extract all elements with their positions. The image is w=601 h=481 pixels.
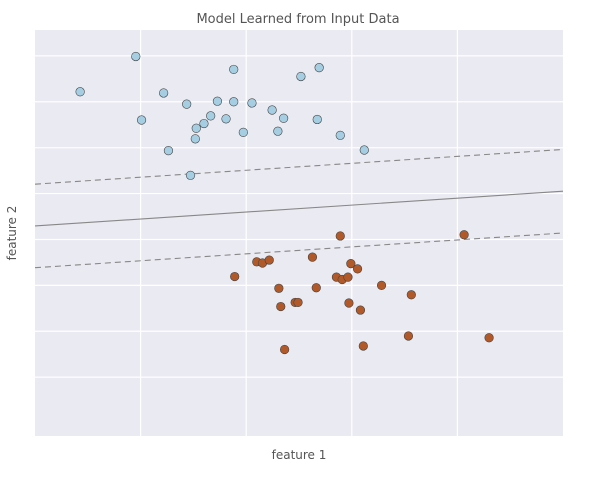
data-point — [307, 252, 318, 262]
data-point — [206, 111, 216, 121]
gridlines — [35, 30, 563, 436]
data-point — [343, 272, 353, 282]
data-point — [182, 99, 192, 109]
decision-lines — [34, 148, 564, 269]
data-point — [199, 118, 209, 129]
data-point — [136, 115, 147, 125]
data-point — [221, 114, 231, 124]
plot-area — [35, 30, 563, 436]
data-point — [279, 113, 289, 123]
data-point — [280, 344, 290, 355]
data-point — [190, 134, 200, 144]
data-point — [229, 97, 239, 107]
data-point — [355, 305, 366, 315]
data-point — [359, 145, 369, 155]
data-point — [185, 170, 196, 180]
data-point — [312, 114, 322, 125]
data-point — [238, 127, 248, 137]
data-point — [403, 331, 414, 341]
data-point — [273, 126, 283, 136]
data-point — [230, 271, 240, 282]
data-point — [352, 264, 363, 274]
data-point — [311, 283, 321, 293]
data-point — [229, 64, 239, 75]
data-point — [346, 258, 356, 269]
data-point — [358, 341, 368, 351]
data-point — [131, 51, 141, 62]
data-point — [406, 290, 416, 300]
data-point — [163, 146, 174, 156]
data-point — [335, 130, 345, 140]
data-point — [376, 280, 387, 290]
data-point — [159, 88, 169, 98]
data-point — [264, 255, 274, 265]
data-point — [212, 96, 222, 106]
data-point — [293, 297, 303, 308]
y-axis-label: feature 2 — [5, 206, 19, 261]
data-point — [191, 123, 201, 133]
data-point — [274, 283, 284, 293]
decision-boundary-line — [34, 190, 564, 227]
data-point — [335, 231, 345, 241]
scatter-points — [75, 51, 494, 355]
data-point — [247, 98, 257, 108]
data-point — [344, 298, 354, 308]
data-point — [276, 301, 286, 312]
data-point — [314, 63, 324, 73]
margin-line — [34, 148, 564, 185]
data-point — [267, 105, 277, 115]
chart-title: Model Learned from Input Data — [196, 12, 399, 27]
data-point — [459, 230, 469, 240]
data-point — [484, 333, 494, 343]
x-axis-label: feature 1 — [272, 448, 327, 462]
data-point — [75, 87, 85, 97]
data-point — [296, 71, 306, 82]
margin-line — [34, 232, 564, 269]
